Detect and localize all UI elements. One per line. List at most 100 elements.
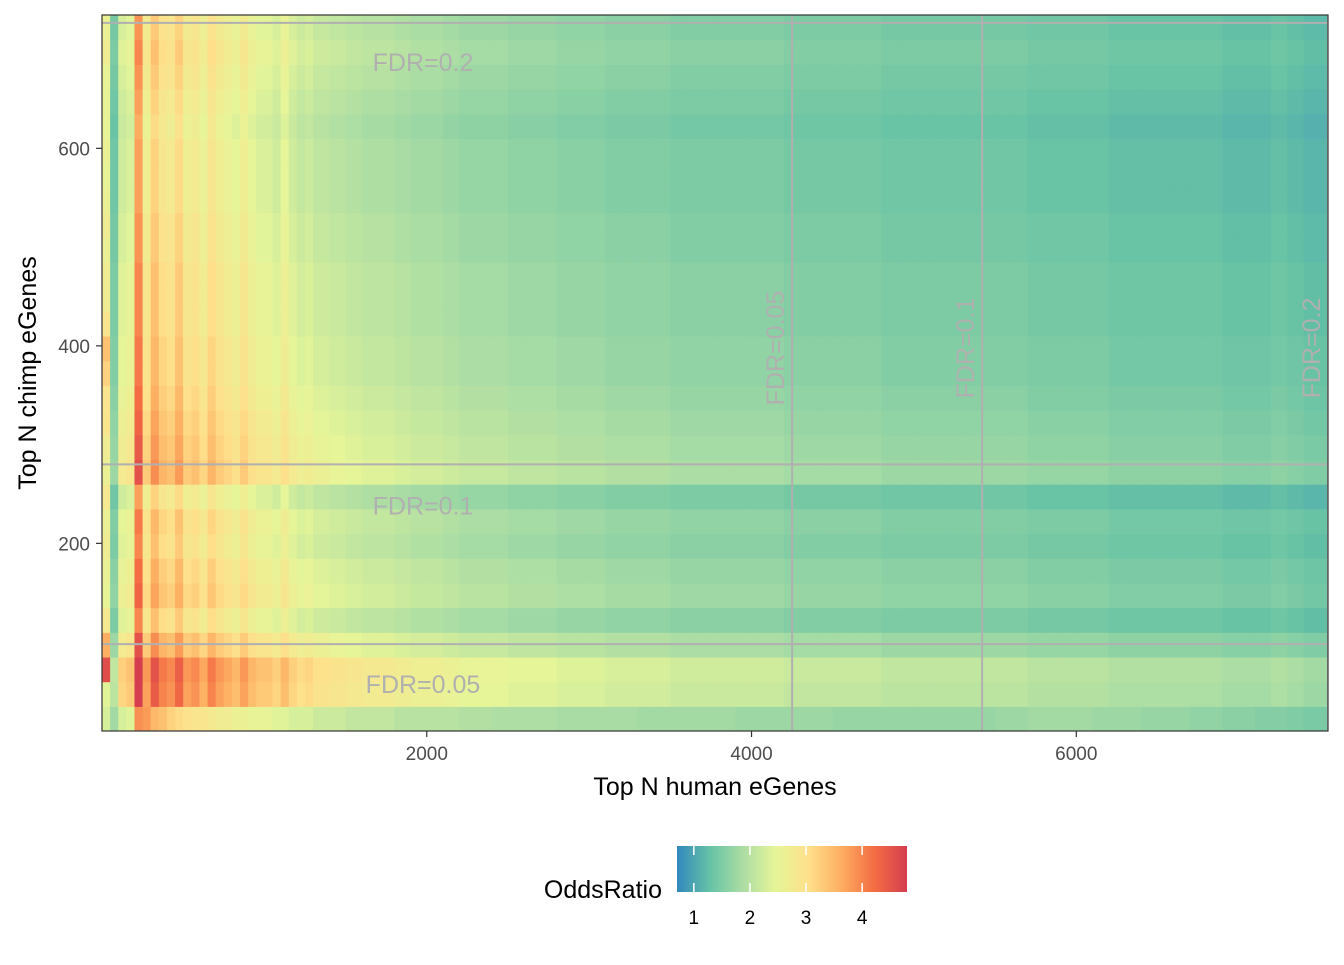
heat-cell: [166, 64, 176, 90]
heat-cell: [491, 385, 509, 411]
heat-cell: [507, 335, 525, 362]
heat-cell: [475, 508, 493, 535]
heat-cell: [865, 15, 883, 41]
heat-cell: [507, 89, 525, 115]
heat-cell: [1157, 261, 1175, 288]
heat-cell: [1189, 706, 1207, 731]
heat-cell: [158, 558, 168, 584]
heat-cell: [142, 89, 152, 115]
heat-cell: [995, 459, 1012, 485]
heat-cell: [556, 311, 574, 337]
heat-cell: [158, 335, 168, 362]
heat-cell: [1125, 89, 1142, 115]
heat-cell: [930, 459, 947, 485]
heat-cell: [191, 360, 201, 386]
heat-cell: [491, 39, 509, 65]
heat-cell: [1222, 113, 1240, 140]
heat-cell: [1108, 410, 1126, 436]
heat-cell: [1303, 558, 1328, 584]
heat-cell: [767, 138, 785, 164]
heat-cell: [394, 484, 412, 510]
heat-cell: [702, 261, 720, 288]
heat-cell: [897, 261, 915, 288]
heat-cell: [1254, 582, 1272, 609]
heat-cell: [280, 508, 290, 535]
heat-cell: [1222, 582, 1240, 609]
heat-cell: [475, 138, 493, 164]
heat-cell: [897, 410, 915, 436]
heat-cell: [158, 163, 168, 189]
heat-cell: [637, 533, 655, 559]
heat-cell: [751, 163, 769, 189]
heat-cell: [930, 533, 947, 559]
heat-cell: [719, 335, 736, 362]
heat-cell: [848, 89, 866, 115]
heat-cell: [296, 410, 306, 436]
heat-cell: [1060, 261, 1077, 288]
heat-cell: [215, 558, 225, 584]
heat-cell: [1238, 459, 1256, 485]
heat-cell: [134, 89, 144, 115]
heat-cell: [621, 138, 639, 164]
heat-cell: [280, 459, 290, 485]
heat-cell: [735, 237, 753, 263]
heat-cell: [304, 286, 314, 312]
heat-cell: [540, 286, 558, 312]
heat-cell: [946, 582, 964, 609]
heat-cell: [670, 533, 688, 559]
heat-cell: [654, 434, 671, 461]
heat-cell: [272, 656, 282, 683]
heat-cell: [1043, 15, 1061, 41]
heat-cell: [1092, 138, 1110, 164]
heat-cell: [191, 89, 201, 115]
heat-cell: [191, 706, 201, 731]
heat-cell: [670, 508, 688, 535]
heat-cell: [832, 89, 850, 115]
heat-cell: [150, 410, 160, 436]
heat-cell: [1108, 64, 1126, 90]
heat-cell: [1222, 385, 1240, 411]
heat-cell: [1125, 311, 1142, 337]
heat-cell: [881, 706, 899, 731]
heat-cell: [361, 459, 379, 485]
heat-cell: [848, 311, 866, 337]
heat-cell: [621, 113, 639, 140]
heat-cell: [426, 681, 444, 707]
heat-cell: [459, 607, 477, 633]
heat-cell: [158, 582, 168, 609]
fdr-hline-label: FDR=0.05: [366, 671, 481, 699]
heat-cell: [329, 459, 347, 485]
heat-cell: [962, 187, 980, 214]
heat-cell: [865, 138, 883, 164]
heat-cell: [345, 187, 363, 214]
heat-cell: [118, 607, 127, 633]
heat-cell: [507, 484, 525, 510]
heat-cell: [378, 286, 395, 312]
heat-cell: [962, 360, 980, 386]
heat-cell: [524, 508, 542, 535]
heat-cell: [816, 15, 834, 41]
heat-cell: [751, 237, 769, 263]
heat-cell: [394, 508, 412, 535]
heat-cell: [183, 582, 192, 609]
heat-cell: [183, 533, 192, 559]
heat-cell: [378, 385, 395, 411]
heat-cell: [702, 335, 720, 362]
heat-cell: [491, 138, 509, 164]
heat-cell: [962, 89, 980, 115]
heat-cell: [231, 335, 241, 362]
heat-cell: [240, 39, 249, 65]
heat-cell: [1303, 163, 1328, 189]
heat-cell: [166, 237, 176, 263]
heat-cell: [800, 533, 818, 559]
heat-cell: [1157, 89, 1175, 115]
heat-cell: [296, 508, 306, 535]
heat-cell: [735, 187, 753, 214]
heat-cell: [865, 311, 883, 337]
heat-cell: [199, 681, 209, 707]
heat-cell: [1238, 385, 1256, 411]
heat-cell: [491, 212, 509, 238]
heat-cell: [1254, 212, 1272, 238]
heat-cell: [735, 286, 753, 312]
x-tick-label: 6000: [1055, 744, 1097, 765]
